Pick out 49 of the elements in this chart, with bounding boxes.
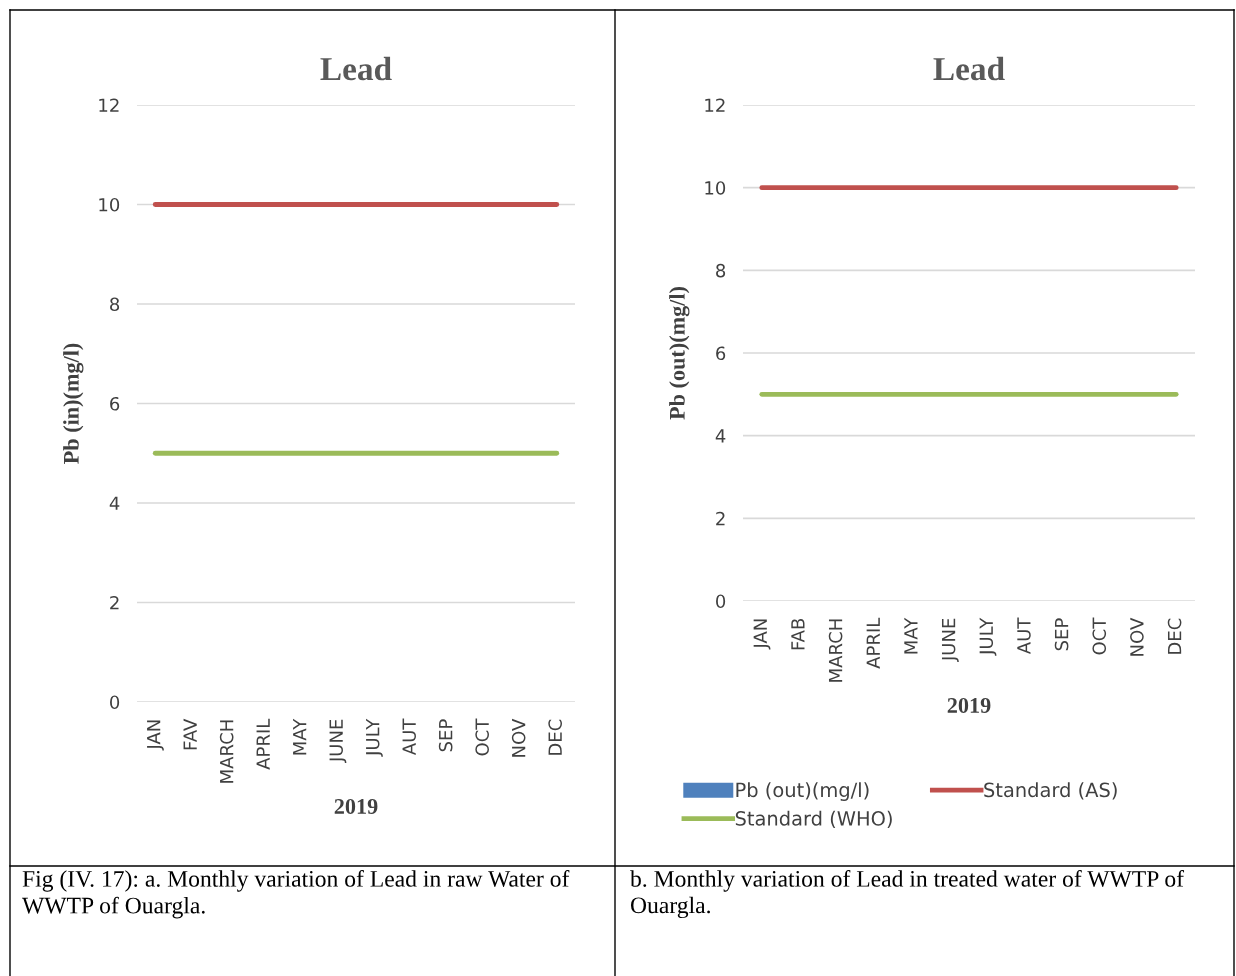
y-axis-title: Pb (out)(mg/l) xyxy=(669,287,690,420)
y-tick-label: 10 xyxy=(705,181,726,195)
x-tick-label: OCT xyxy=(475,718,489,756)
x-tick-label: SEP xyxy=(438,719,453,752)
x-tick-label: JULY xyxy=(979,617,997,656)
x-tick-label: MARCH xyxy=(828,619,843,682)
text: Fig (IV. 17): a. Monthly variation of Lead in raw Water of WWTP of Ouargla. xyxy=(22,870,570,919)
x-tick-label: APRIL xyxy=(256,718,270,770)
x-tick-label: MAY xyxy=(904,617,918,654)
y-tick-label: 8 xyxy=(110,297,120,312)
y-tick-label: 8 xyxy=(716,263,726,278)
y-tick-label: 6 xyxy=(716,346,726,361)
x-tick-label: JUNE xyxy=(329,719,347,764)
x-tick-label: APRIL xyxy=(866,617,880,669)
x-axis-title: 2019 xyxy=(947,697,991,713)
y-axis-title: Pb (in)(mg/l) xyxy=(63,343,84,464)
x-tick-label: JAN xyxy=(147,720,164,751)
legend-label: Pb (out)(mg/l) xyxy=(736,782,869,801)
y-tick-label: 4 xyxy=(109,496,120,510)
y-tick-label: 2 xyxy=(110,595,119,610)
y-tick-label: 0 xyxy=(110,695,120,710)
y-tick-label: 10 xyxy=(99,197,120,212)
chart-title: Lead xyxy=(933,56,1005,81)
x-tick-label: AUT xyxy=(1017,617,1031,655)
x-tick-label: OCT xyxy=(1092,617,1107,655)
x-tick-label: SEP xyxy=(1054,618,1069,651)
x-tick-label: AUT xyxy=(402,718,416,756)
y-tick-label: 6 xyxy=(110,396,120,411)
y-tick-label: 12 xyxy=(705,98,725,112)
x-tick-label: JAN xyxy=(753,619,771,650)
x-axis-title: 2019 xyxy=(334,798,378,814)
x-tick-label: JUNE xyxy=(941,618,959,663)
y-tick-label: 12 xyxy=(99,98,119,112)
y-tick-label: 0 xyxy=(716,594,726,609)
x-tick-label: DEC xyxy=(1167,618,1182,654)
legend-label: Standard (AS) xyxy=(984,782,1117,800)
x-tick-label: MARCH xyxy=(219,720,234,783)
x-tick-label: FAB xyxy=(791,618,805,650)
x-tick-label: NOV xyxy=(511,718,526,757)
x-tick-label: DEC xyxy=(548,719,562,755)
y-tick-label: 2 xyxy=(716,511,725,526)
x-tick-label: NOV xyxy=(1130,617,1144,656)
x-tick-label: MAY xyxy=(293,718,307,755)
legend-label: Standard (WHO) xyxy=(735,810,892,829)
x-tick-label: FAV xyxy=(183,718,197,750)
x-tick-label: JULY xyxy=(366,718,383,757)
chart-title: Lead xyxy=(320,56,392,81)
text: b. Monthly variation of Lead in treated water of WWTP of Ouargla. xyxy=(630,870,1185,919)
y-tick-label: 4 xyxy=(715,429,726,443)
